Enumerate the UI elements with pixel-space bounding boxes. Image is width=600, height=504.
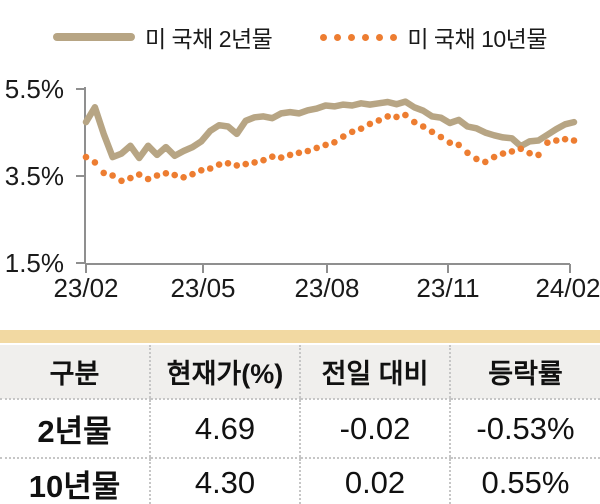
x-tick-label: 23/02 xyxy=(53,273,118,303)
cell-2y-name: 2년물 xyxy=(0,399,150,459)
header-category: 구분 xyxy=(0,345,150,400)
legend-label-10y: 미 국채 10년물 xyxy=(407,26,548,52)
table-row-2y: 2년물 4.69 -0.02 -0.53% xyxy=(0,399,600,459)
yield-line-chart: 5.5% 3.5% 1.5% 23/02 23/05 23/08 23/11 2… xyxy=(5,74,600,303)
y-tick-label: 5.5% xyxy=(5,74,64,104)
legend-item-10y: 미 국채 10년물 xyxy=(320,20,548,54)
table-row-10y: 10년물 4.30 0.02 0.55% xyxy=(0,458,600,504)
y-tick-label: 1.5% xyxy=(5,248,64,278)
x-tick-label: 23/05 xyxy=(170,273,235,303)
series-2y-line xyxy=(82,98,578,162)
header-pct: 등락률 xyxy=(449,345,600,400)
solid-line-swatch-icon xyxy=(52,33,135,41)
cell-10y-pct: 0.55% xyxy=(449,458,600,504)
cell-2y-change: -0.02 xyxy=(299,399,450,459)
header-price: 현재가(%) xyxy=(149,345,300,400)
y-tick-label: 3.5% xyxy=(5,161,64,191)
series-10y-dots xyxy=(82,111,578,185)
yield-summary-table: 구분 현재가(%) 전일 대비 등락률 2년물 4.69 -0.02 -0.53… xyxy=(0,345,600,504)
x-tick-label: 23/11 xyxy=(416,273,479,303)
x-tick-label: 23/08 xyxy=(294,273,359,303)
cell-10y-price: 4.30 xyxy=(149,458,300,504)
legend-label-2y: 미 국채 2년물 xyxy=(144,26,273,52)
cell-10y-name: 10년물 xyxy=(0,458,150,504)
chart-legend: 미 국채 2년물 미 국채 10년물 xyxy=(0,20,600,54)
cell-10y-change: 0.02 xyxy=(299,458,450,504)
table-accent-bar xyxy=(0,330,600,343)
header-change: 전일 대비 xyxy=(299,345,450,400)
legend-item-2y: 미 국채 2년물 xyxy=(52,20,273,54)
cell-2y-pct: -0.53% xyxy=(449,399,600,459)
dotted-line-swatch-icon xyxy=(320,33,398,41)
table-header-row: 구분 현재가(%) 전일 대비 등락률 xyxy=(0,345,600,400)
x-tick-label: 24/02 xyxy=(535,273,600,303)
cell-2y-price: 4.69 xyxy=(149,399,300,459)
